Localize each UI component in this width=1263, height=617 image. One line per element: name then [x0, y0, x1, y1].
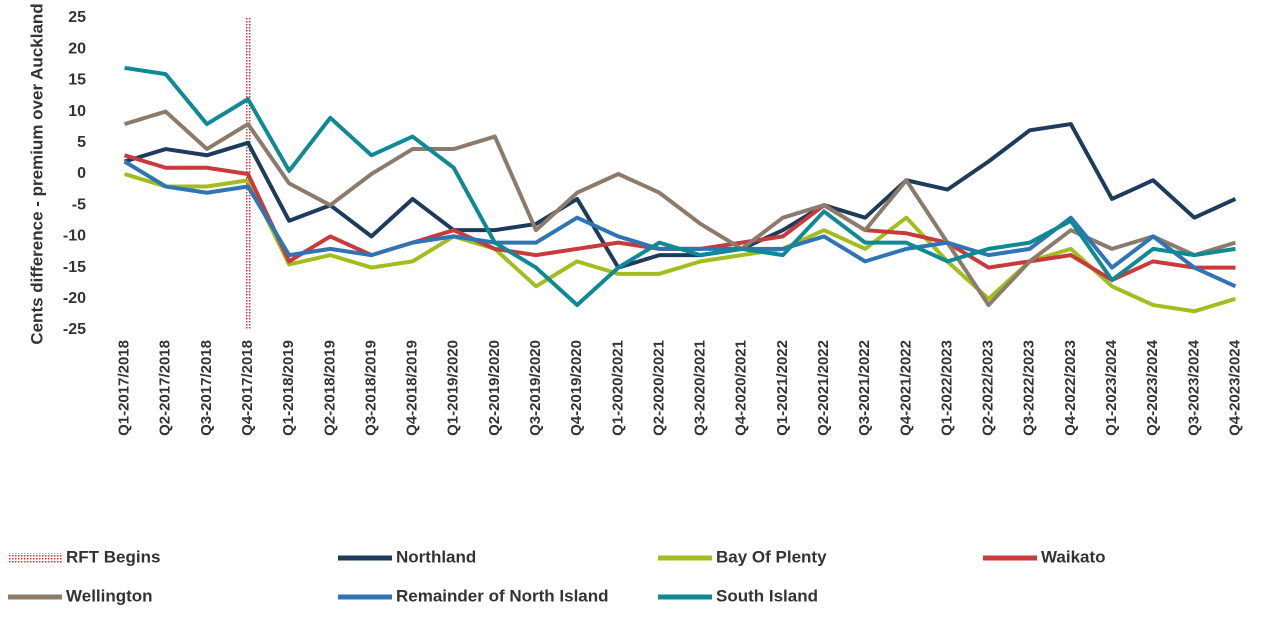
- y-tick-label: -10: [63, 228, 86, 245]
- x-tick-label: Q1-2022/2023: [938, 340, 955, 436]
- x-tick-label: Q3-2018/2019: [362, 340, 379, 436]
- series-line: [124, 65, 1236, 308]
- x-tick-label: Q1-2018/2019: [280, 340, 297, 436]
- y-axis-title: Cents difference - premium over Auckland: [27, 3, 46, 344]
- series-line: [123, 172, 1237, 314]
- y-tick-label: 5: [77, 134, 86, 151]
- x-tick-label: Q2-2019/2020: [486, 340, 503, 436]
- y-tick-label: 10: [68, 103, 86, 120]
- x-tick-label: Q3-2021/2022: [856, 340, 873, 436]
- x-tick-label: Q3-2022/2023: [1021, 340, 1038, 436]
- x-tick-label: Q4-2017/2018: [239, 340, 256, 436]
- legend-label: Waikato: [1041, 547, 1106, 566]
- y-tick-label: 15: [68, 72, 86, 89]
- x-tick-label: Q2-2022/2023: [980, 340, 997, 436]
- x-tick-label: Q1-2021/2022: [774, 340, 791, 436]
- x-tick-label: Q3-2020/2021: [692, 340, 709, 436]
- legend-label: Remainder of North Island: [396, 586, 609, 605]
- x-tick-label: Q4-2022/2023: [1062, 340, 1079, 436]
- y-tick-label: 0: [77, 165, 86, 182]
- x-tick-label: Q4-2023/2024: [1226, 339, 1243, 436]
- y-tick-label: -20: [63, 290, 86, 307]
- x-tick-label: Q3-2019/2020: [527, 340, 544, 436]
- legend-label: Wellington: [66, 586, 153, 605]
- x-tick-label: Q3-2017/2018: [198, 340, 215, 436]
- x-tick-label: Q4-2019/2020: [568, 340, 585, 436]
- series-line: [123, 122, 1237, 270]
- y-tick-label: 25: [68, 9, 86, 26]
- x-tick-label: Q3-2023/2024: [1185, 339, 1202, 436]
- series-line: [123, 109, 1237, 308]
- x-tick-label: Q1-2017/2018: [116, 340, 133, 436]
- y-tick-label: 20: [68, 40, 86, 57]
- legend-label: South Island: [716, 586, 818, 605]
- x-tick-label: Q1-2020/2021: [609, 340, 626, 436]
- y-tick-label: -15: [63, 259, 86, 276]
- x-tick-label: Q2-2023/2024: [1144, 339, 1161, 436]
- x-tick-label: Q1-2023/2024: [1103, 339, 1120, 436]
- x-tick-label: Q2-2020/2021: [650, 340, 667, 436]
- legend-label: Northland: [396, 547, 476, 566]
- y-tick-label: -25: [63, 321, 86, 338]
- x-tick-label: Q2-2018/2019: [321, 340, 338, 436]
- x-tick-label: Q4-2021/2022: [897, 340, 914, 436]
- x-tick-label: Q1-2019/2020: [445, 340, 462, 436]
- x-tick-label: Q2-2021/2022: [815, 340, 832, 436]
- x-tick-label: Q4-2018/2019: [404, 340, 421, 436]
- x-tick-label: Q2-2017/2018: [157, 340, 174, 436]
- legend-swatch: [8, 553, 62, 563]
- legend-label: Bay Of Plenty: [716, 547, 827, 566]
- x-tick-label: Q4-2020/2021: [733, 340, 750, 436]
- legend-label: RFT Begins: [66, 547, 160, 566]
- y-tick-label: -5: [72, 196, 86, 213]
